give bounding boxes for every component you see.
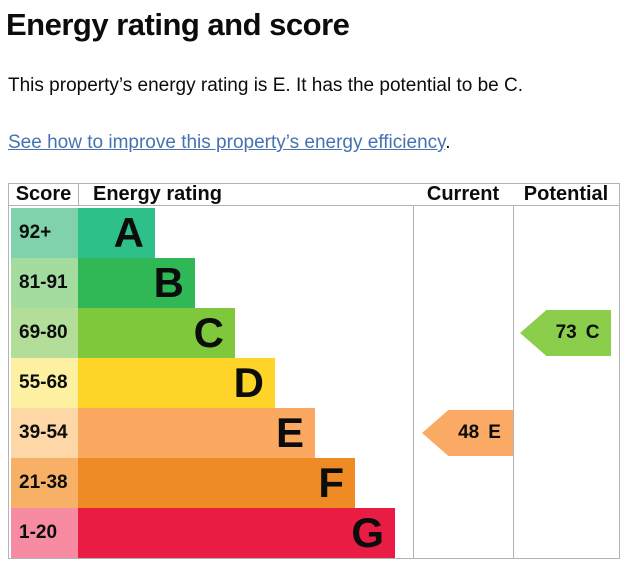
current-rating-letter: E [488, 422, 501, 443]
column-header-energy-rating: Energy rating [93, 183, 222, 205]
current-column-divider [413, 206, 414, 559]
band-letter: G [351, 509, 384, 556]
epc-chart-body: 92+ A 81-91 B 69-80 C 55-68 D 39-54 E 21-38 F 1-20 G … [9, 206, 619, 559]
current-score-value: 48 [458, 422, 480, 443]
column-header-score: Score [15, 183, 72, 205]
score-range-label: 55-68 [11, 358, 78, 408]
page-title: Energy rating and score [6, 7, 350, 42]
band-row-g: 1-20 G [9, 508, 619, 558]
band-letter: A [113, 209, 144, 256]
potential-rating-letter: C [585, 322, 600, 343]
epc-rating-chart: Score Energy rating Current Potential 92… [8, 183, 620, 559]
score-range-label: 92+ [11, 208, 78, 258]
score-range-label: 81-91 [11, 258, 78, 308]
link-suffix: . [445, 132, 451, 153]
band-bar-g: G [78, 508, 395, 558]
potential-column-divider [513, 206, 514, 559]
score-range-label: 1-20 [11, 508, 78, 558]
column-header-potential: Potential [523, 183, 609, 205]
band-bar-d: D [78, 358, 275, 408]
band-letter: E [275, 409, 304, 456]
column-header-current: Current [426, 183, 500, 205]
band-row-f: 21-38 F [9, 458, 619, 508]
band-row-d: 55-68 D [9, 358, 619, 408]
improve-efficiency-link[interactable]: See how to improve this property’s energ… [8, 132, 446, 153]
rating-summary-text: This property’s energy rating is E. It h… [8, 75, 524, 96]
band-row-b: 81-91 B [9, 258, 619, 308]
epc-chart-header: Score Energy rating Current Potential [9, 184, 619, 206]
band-row-a: 92+ A [9, 208, 619, 258]
band-row-e: 39-54 E [9, 408, 619, 458]
band-bar-c: C [78, 308, 235, 358]
score-range-label: 21-38 [11, 458, 78, 508]
band-letter: B [153, 259, 184, 306]
score-column-divider [78, 184, 79, 205]
band-bar-b: B [78, 258, 195, 308]
band-bar-e: E [78, 408, 315, 458]
band-row-c: 69-80 C [9, 308, 619, 358]
band-letter: F [318, 459, 344, 506]
band-letter: C [193, 309, 224, 356]
link-line: See how to improve this property’s energ… [8, 131, 629, 155]
potential-score-value: 73 [555, 322, 577, 343]
score-range-label: 69-80 [11, 308, 78, 358]
band-letter: D [233, 359, 264, 406]
band-bar-a: A [78, 208, 155, 258]
score-range-label: 39-54 [11, 408, 78, 458]
band-bar-f: F [78, 458, 355, 508]
